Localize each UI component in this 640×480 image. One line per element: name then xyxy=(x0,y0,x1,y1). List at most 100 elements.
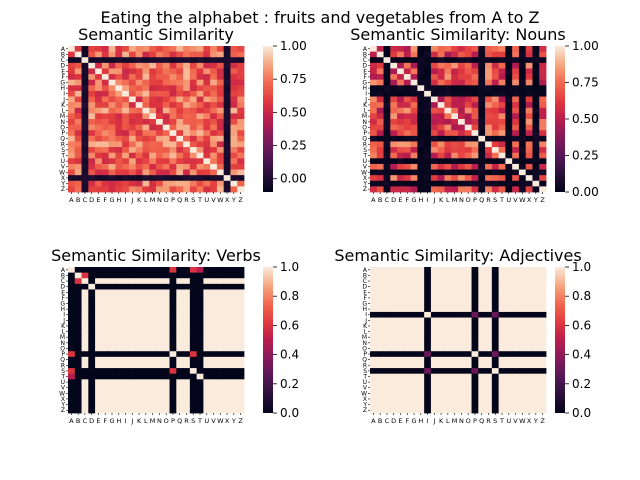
heatmap-cell xyxy=(417,401,425,408)
heatmap-cell xyxy=(505,102,513,109)
heatmap-cell xyxy=(505,306,513,313)
heatmap-cell xyxy=(376,57,384,64)
heatmap-cell xyxy=(451,311,459,318)
heatmap-cell xyxy=(122,135,130,142)
heatmap-cell xyxy=(237,96,245,103)
heatmap-cell xyxy=(437,79,445,86)
heatmap-cell xyxy=(430,362,439,369)
heatmap-cell xyxy=(210,267,218,274)
heatmap-cell xyxy=(237,345,245,352)
heatmap-cell xyxy=(223,180,231,187)
heatmap-cell xyxy=(108,334,116,341)
heatmap-cell xyxy=(498,340,506,347)
heatmap-cell xyxy=(383,334,391,341)
heatmap-cell xyxy=(216,169,225,176)
heatmap-cell xyxy=(451,152,459,159)
heatmap-cell xyxy=(444,306,452,313)
heatmap-cell xyxy=(88,107,96,114)
heatmap-cell xyxy=(101,317,110,324)
heatmap-cell xyxy=(478,351,486,358)
heatmap-cell xyxy=(430,152,439,159)
y-tick-label: K xyxy=(363,323,368,330)
heatmap-cells xyxy=(68,46,245,193)
heatmap-cell xyxy=(518,311,527,318)
heatmap-cell xyxy=(410,379,418,386)
heatmap-cell xyxy=(525,152,533,159)
heatmap-cell xyxy=(430,384,439,391)
heatmap-cell xyxy=(390,135,398,142)
heatmap-cell xyxy=(135,158,143,165)
heatmap-cell xyxy=(451,323,459,330)
heatmap-cell xyxy=(471,356,479,363)
heatmap-cell xyxy=(203,272,211,279)
heatmap-cell xyxy=(485,152,493,159)
heatmap-cell xyxy=(539,289,547,296)
heatmap-cell xyxy=(437,96,445,103)
heatmap-cell xyxy=(149,90,157,97)
heatmap-cell xyxy=(376,68,384,75)
heatmap-cell xyxy=(122,124,130,131)
heatmap-cell xyxy=(464,46,472,53)
heatmap-cell xyxy=(142,334,150,341)
heatmap-cell xyxy=(451,334,459,341)
heatmap-cell xyxy=(223,368,231,375)
heatmap-cell xyxy=(512,401,520,408)
heatmap-cell xyxy=(128,51,137,58)
heatmap-cell xyxy=(135,147,143,154)
heatmap-cell xyxy=(81,384,89,391)
heatmap-cell xyxy=(149,141,157,148)
heatmap-cell xyxy=(142,51,150,58)
x-tick-label: Y xyxy=(231,196,236,204)
heatmap-cell xyxy=(216,90,225,97)
heatmap-cell xyxy=(196,163,204,170)
heatmap-cell xyxy=(498,96,506,103)
heatmap-cell xyxy=(478,340,486,347)
heatmap-cell xyxy=(122,90,130,97)
heatmap-cell xyxy=(101,124,110,131)
heatmap-cell xyxy=(176,180,184,187)
heatmap-cell xyxy=(410,141,418,148)
y-tick-label: N xyxy=(61,119,66,126)
heatmap-cell xyxy=(81,272,89,279)
heatmap-cell xyxy=(68,96,76,103)
heatmap-cell xyxy=(525,147,533,154)
heatmap-cell xyxy=(485,119,493,126)
heatmap-cell xyxy=(95,323,103,330)
heatmap-cell xyxy=(81,278,89,285)
heatmap-cell xyxy=(383,85,391,92)
heatmap-cell xyxy=(95,62,103,69)
heatmap-cell xyxy=(444,130,452,137)
heatmap-cell xyxy=(485,311,493,318)
heatmap-cell xyxy=(216,79,225,86)
y-tick-label: Y xyxy=(362,181,367,188)
heatmap-cell xyxy=(216,407,225,414)
heatmap-cell xyxy=(169,368,177,375)
heatmap-cell xyxy=(81,401,89,408)
heatmap-cell xyxy=(122,79,130,86)
heatmap-cell xyxy=(176,113,184,120)
heatmap-cell xyxy=(451,390,459,397)
heatmap-cell xyxy=(189,311,198,318)
heatmap-cell xyxy=(81,74,89,81)
heatmap-cell xyxy=(68,186,76,193)
heatmap-cell xyxy=(491,90,500,97)
heatmap-cell xyxy=(390,158,398,165)
heatmap-cell xyxy=(417,102,425,109)
heatmap-cell xyxy=(156,175,164,182)
heatmap-cell xyxy=(88,267,96,274)
heatmap-cell xyxy=(403,180,412,187)
heatmap-cell xyxy=(512,289,520,296)
heatmap-cell xyxy=(370,323,378,330)
heatmap-cell xyxy=(95,384,103,391)
heatmap-cell xyxy=(505,362,513,369)
heatmap-cell xyxy=(410,407,418,414)
heatmap-cell xyxy=(223,124,231,131)
heatmap-cell xyxy=(101,102,110,109)
heatmap-cell xyxy=(383,379,391,386)
heatmap-cell xyxy=(237,317,245,324)
heatmap-cell xyxy=(485,180,493,187)
heatmap-cell xyxy=(539,74,547,81)
heatmap-cell xyxy=(430,46,439,53)
heatmap-cell xyxy=(230,74,238,81)
heatmap-cell xyxy=(498,317,506,324)
